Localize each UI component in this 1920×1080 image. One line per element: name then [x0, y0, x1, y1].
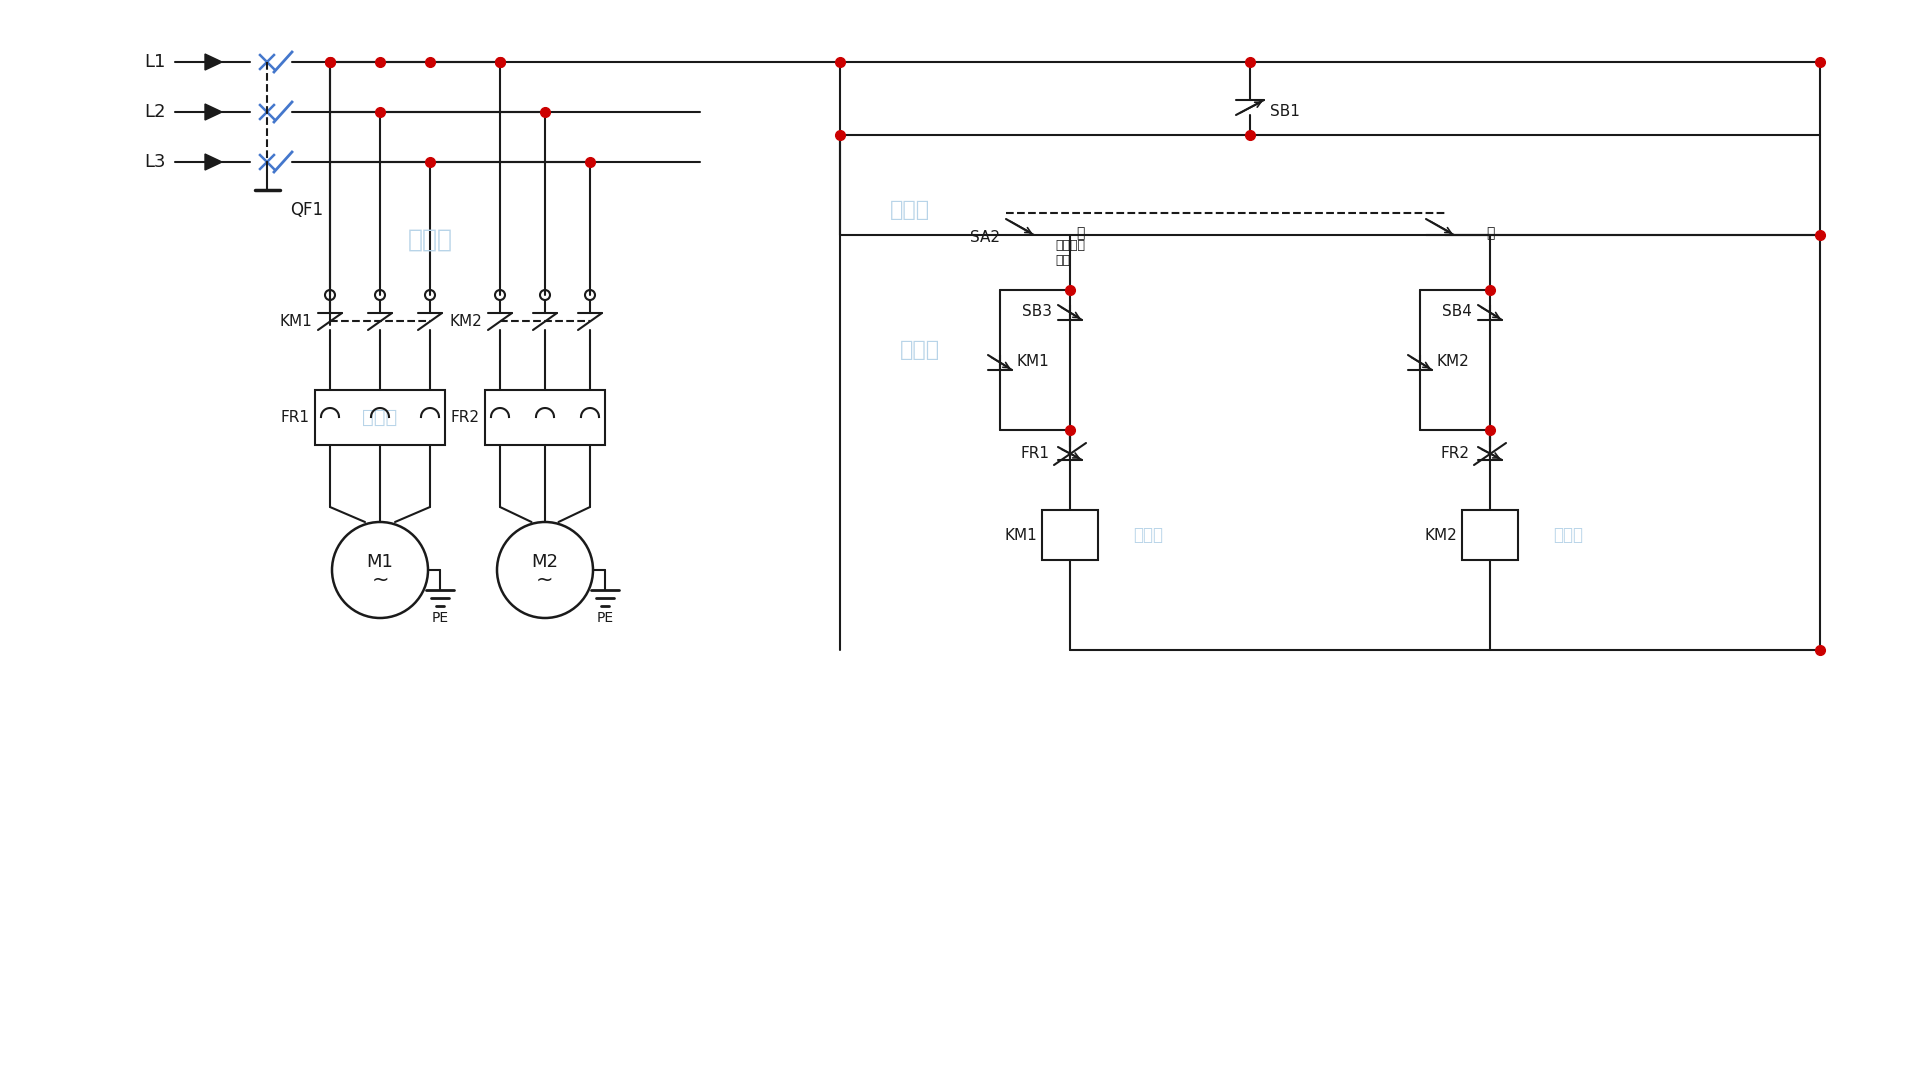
Text: QF1: QF1 [290, 201, 323, 219]
Text: FR2: FR2 [451, 409, 480, 424]
Text: 电工鼠: 电工鼠 [363, 407, 397, 427]
Text: FR1: FR1 [280, 409, 309, 424]
Text: 电工鼠: 电工鼠 [1553, 526, 1582, 544]
Text: FR1: FR1 [1021, 445, 1050, 460]
Text: KM1: KM1 [1004, 527, 1037, 542]
Text: SA2: SA2 [970, 230, 1000, 244]
Text: 电工鼠: 电工鼠 [407, 228, 453, 252]
Text: SB3: SB3 [1021, 305, 1052, 320]
Text: 电工鼠: 电工鼠 [900, 340, 941, 360]
Text: L2: L2 [144, 103, 165, 121]
Text: 电工鼠: 电工鼠 [891, 200, 929, 220]
Text: L3: L3 [144, 153, 165, 171]
Bar [1461, 510, 1519, 561]
Text: KM1: KM1 [1016, 354, 1048, 369]
Text: 电工鼠: 电工鼠 [1133, 526, 1164, 544]
Text: ~: ~ [536, 570, 553, 590]
Polygon shape [205, 154, 223, 170]
Text: 三位选择
开关: 三位选择 开关 [1054, 239, 1085, 267]
Text: 右: 右 [1486, 226, 1494, 240]
Bar [1043, 510, 1098, 561]
Text: M1: M1 [367, 553, 394, 571]
Polygon shape [205, 104, 223, 120]
Text: PE: PE [432, 611, 449, 625]
Text: FR2: FR2 [1442, 445, 1471, 460]
Text: KM1: KM1 [278, 313, 311, 328]
Text: M2: M2 [532, 553, 559, 571]
Polygon shape [205, 54, 223, 70]
Text: L1: L1 [144, 53, 165, 71]
Text: ~: ~ [371, 570, 388, 590]
Text: SB1: SB1 [1269, 105, 1300, 120]
Bar [486, 390, 605, 445]
Text: 左: 左 [1075, 226, 1085, 240]
Text: SB4: SB4 [1442, 305, 1473, 320]
Bar [315, 390, 445, 445]
Text: KM2: KM2 [449, 313, 482, 328]
Text: PE: PE [597, 611, 614, 625]
Text: KM2: KM2 [1436, 354, 1469, 369]
Text: KM2: KM2 [1425, 527, 1457, 542]
